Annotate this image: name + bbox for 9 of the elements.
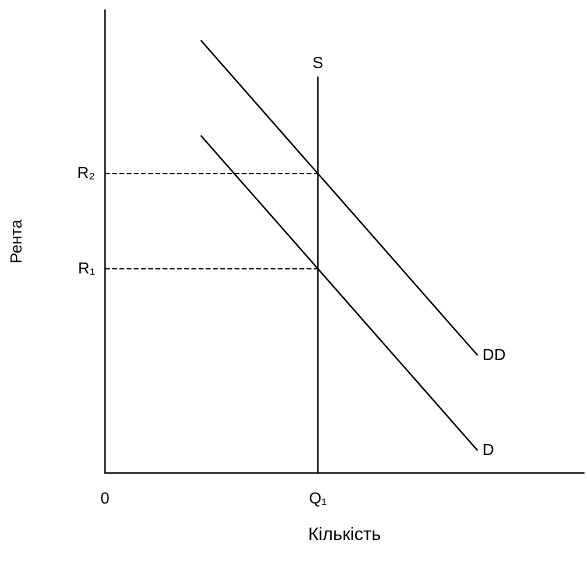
x-tick-label: Q₁ (308, 490, 327, 508)
annotation: R₁ (78, 260, 95, 278)
x-axis-title: Кількість (308, 524, 381, 544)
y-axis-title: Рента (8, 220, 26, 264)
annotation: R₂ (77, 165, 95, 182)
series-label: DD (482, 346, 506, 364)
series-label: D (482, 442, 494, 459)
series-label: S (312, 55, 324, 72)
x-tick-label: 0 (100, 490, 110, 508)
